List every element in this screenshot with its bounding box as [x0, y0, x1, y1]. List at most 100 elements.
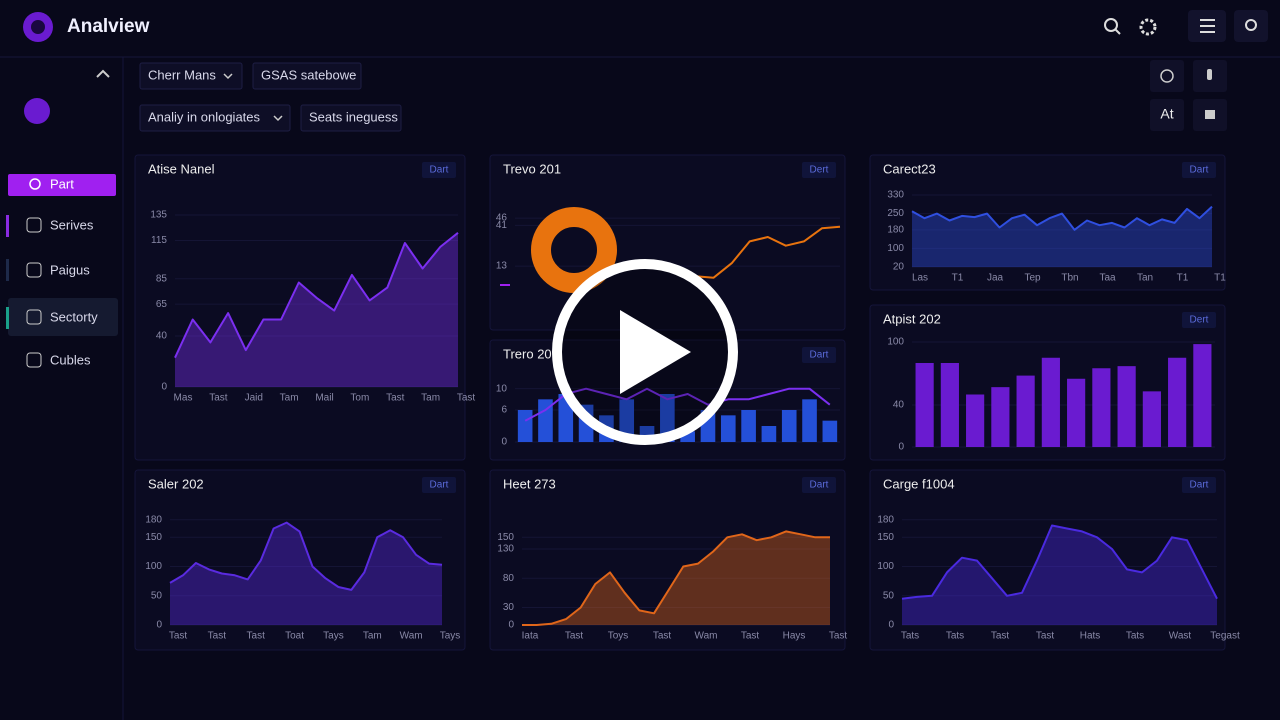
- x-tick-label: Wast: [1169, 631, 1192, 642]
- line: [911, 205, 1213, 231]
- x-tick-label: Tast: [741, 631, 760, 642]
- bar: [517, 410, 533, 442]
- y-tick-label: 20: [893, 262, 905, 273]
- panel-title: Carge f1004: [883, 476, 955, 491]
- filter-button[interactable]: [252, 62, 362, 90]
- y-tick-label: 50: [151, 590, 163, 601]
- nav-item-hover[interactable]: [8, 298, 118, 336]
- x-tick-label: Jaa: [987, 273, 1004, 284]
- x-tick-label: Tegast: [1210, 631, 1240, 642]
- nav-icon: [29, 178, 41, 190]
- line: [524, 387, 831, 422]
- bar: [1193, 344, 1212, 447]
- line: [901, 524, 1218, 600]
- y-tick-label: 0: [898, 442, 904, 453]
- x-tick-label: Tats: [1126, 631, 1144, 642]
- panel-badge-label: Dart: [1190, 480, 1209, 491]
- y-tick-label: 50: [883, 590, 895, 601]
- panel-badge: [1182, 477, 1216, 493]
- dropdown-label: Analiy in onlogiates: [148, 109, 261, 124]
- x-tick-label: Tats: [946, 631, 964, 642]
- nav-label[interactable]: Sectorty: [50, 309, 98, 324]
- panel-badge-label: Dart: [810, 350, 829, 361]
- panel-badge: [422, 162, 456, 178]
- y-tick-label: 250: [887, 208, 904, 219]
- bar: [741, 410, 756, 442]
- x-tick-label: Tam: [421, 393, 440, 404]
- panel: [134, 154, 466, 461]
- line: [522, 530, 830, 626]
- dropdown[interactable]: [139, 62, 243, 90]
- nav-label[interactable]: Part: [50, 176, 74, 191]
- filter-button[interactable]: [300, 104, 402, 132]
- panel-title: Heet 273: [503, 476, 556, 491]
- x-tick-label: Tast: [209, 393, 228, 404]
- bar: [680, 431, 695, 442]
- tool-button[interactable]: [1150, 99, 1184, 131]
- y-tick-label: 180: [877, 514, 894, 525]
- panel-title: Carect23: [883, 161, 936, 176]
- x-tick-label: Las: [912, 273, 928, 284]
- collapse-icon[interactable]: [96, 69, 110, 78]
- panel-title: Saler 202: [148, 476, 204, 491]
- menu-icon: [1200, 19, 1215, 33]
- panel-title: Trero 201: [503, 346, 559, 361]
- search-icon[interactable]: [1104, 18, 1121, 35]
- x-tick-label: Tast: [169, 631, 188, 642]
- panel-badge-label: Dert: [810, 165, 829, 176]
- bar: [822, 420, 838, 442]
- x-tick-label: Tast: [386, 393, 405, 404]
- dropdown[interactable]: [139, 104, 291, 132]
- panel-badge: [422, 477, 456, 493]
- nav-label[interactable]: Cubles: [50, 352, 91, 367]
- y-tick-label: 0: [888, 620, 894, 631]
- play-button[interactable]: [552, 259, 738, 445]
- panel-title: Atise Nanel: [148, 161, 215, 176]
- x-tick-label: Tats: [901, 631, 919, 642]
- nav-label[interactable]: Paigus: [50, 262, 90, 277]
- user-icon: [1245, 19, 1257, 31]
- chevron: [223, 73, 233, 80]
- bar: [720, 415, 736, 442]
- logo-inner: [31, 20, 45, 34]
- nav-marker: [6, 259, 9, 281]
- x-tick-label: Tast: [247, 631, 266, 642]
- nav-icon: [26, 217, 42, 233]
- panel-badge: [802, 477, 836, 493]
- panel-badge: [1182, 312, 1216, 328]
- bar: [538, 399, 553, 442]
- tool-button[interactable]: [1150, 60, 1184, 92]
- x-tick-label: Tast: [208, 631, 227, 642]
- x-tick-label: Hats: [1080, 631, 1101, 642]
- panel: [869, 154, 1226, 291]
- nav-marker: [6, 215, 9, 237]
- panel-badge-label: Dart: [1190, 165, 1209, 176]
- y-tick-label: 180: [887, 224, 904, 235]
- app-name: Analview: [67, 16, 150, 37]
- panel-badge: [802, 162, 836, 178]
- y-tick-label: 0: [156, 620, 162, 631]
- nav-label[interactable]: Serives: [50, 217, 94, 232]
- x-tick-label: Tbn: [1061, 273, 1078, 284]
- nav-icon: [26, 352, 42, 368]
- user-button[interactable]: [1234, 10, 1268, 42]
- filter-label: Seats ineguess: [309, 109, 398, 124]
- y-tick-label: 13: [496, 261, 508, 272]
- x-tick-label: Tan: [1137, 273, 1153, 284]
- bar: [915, 363, 934, 447]
- x-tick-label: Tom: [350, 393, 369, 404]
- y-tick-label: 30: [503, 602, 515, 613]
- bar: [1067, 378, 1086, 447]
- settings-icon[interactable]: [1139, 18, 1157, 36]
- x-tick-label: Tays: [440, 631, 461, 642]
- panel-badge-label: Dart: [810, 480, 829, 491]
- bar: [940, 363, 959, 447]
- nav-marker: [6, 307, 9, 329]
- play-triangle[interactable]: [620, 310, 691, 394]
- x-tick-label: Tast: [457, 393, 476, 404]
- y-tick-label: 100: [887, 243, 904, 254]
- x-tick-label: Tast: [1036, 631, 1055, 642]
- y-tick-label: 130: [497, 544, 514, 555]
- x-tick-label: Mail: [315, 393, 333, 404]
